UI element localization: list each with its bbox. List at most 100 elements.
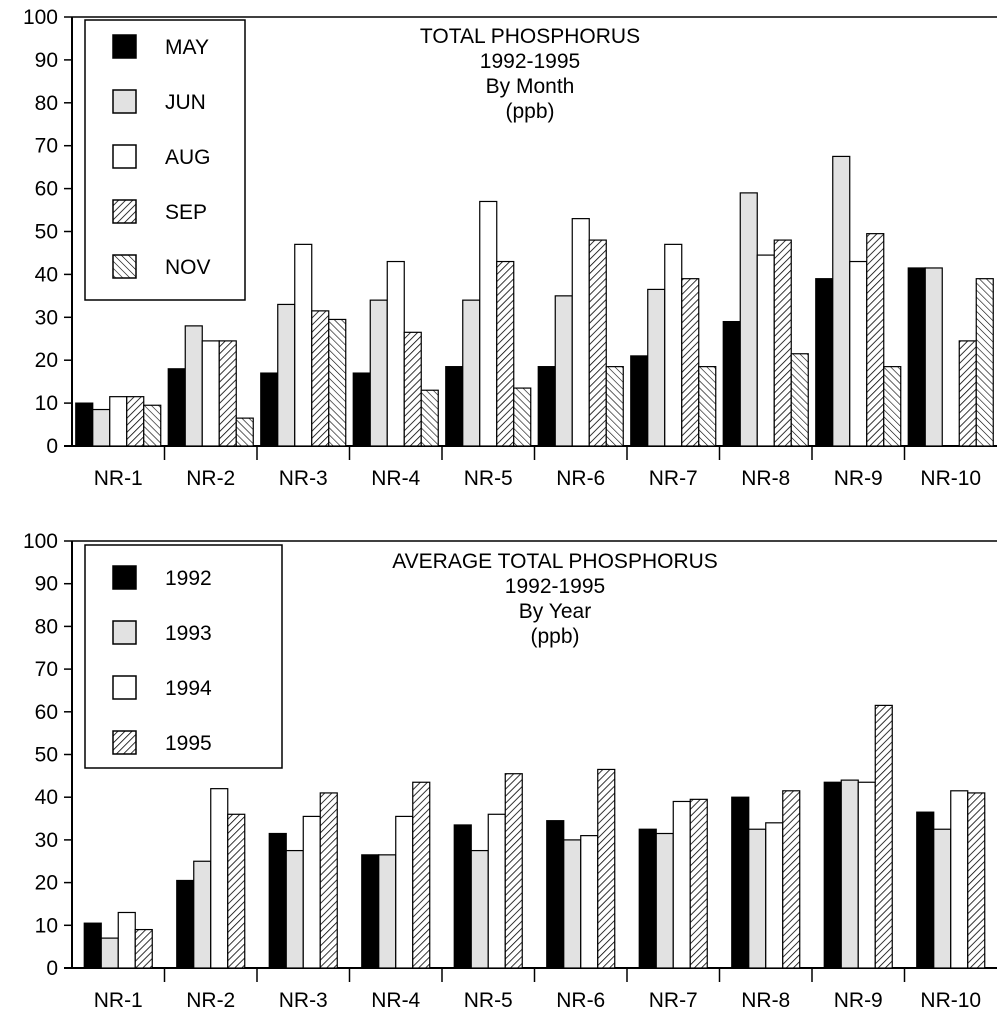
- y-tick-label: 20: [35, 349, 58, 372]
- bar-jun-nr-4: [369, 299, 388, 447]
- y-tick-label: 60: [35, 178, 58, 201]
- bar-nov-nr-10: [975, 278, 994, 447]
- bar-1992-nr-8: [731, 796, 750, 969]
- bar-1993-nr-9: [840, 779, 859, 969]
- bar-may-nr-5: [445, 366, 464, 447]
- bar-1994-nr-6: [580, 835, 599, 969]
- y-tick-label: 0: [46, 957, 58, 980]
- chart-subtitle: 1992-1995: [480, 50, 580, 73]
- bar-1994-nr-4: [395, 815, 414, 969]
- bar-aug-nr-4: [386, 260, 405, 447]
- bar-sep-nr-10: [958, 340, 977, 447]
- bar-1993-nr-1: [100, 937, 119, 969]
- chart-yearly: 0 10 20 30 40 50 60 70 80 90 100 NR-1 NR-2 NR-3 NR-4 NR…: [23, 530, 997, 1012]
- bar-1994-nr-1: [117, 911, 136, 969]
- legend-swatch: [112, 199, 137, 224]
- bar-may-nr-4: [352, 372, 371, 447]
- bar-jun-nr-5: [462, 299, 481, 447]
- bar-1993-nr-7: [655, 832, 674, 969]
- bar-aug-nr-5: [479, 200, 498, 447]
- x-tick-label: NR-1: [94, 989, 143, 1012]
- y-tick-label: 90: [35, 49, 58, 72]
- bar-1995-nr-4: [412, 781, 431, 969]
- x-tick-label: NR-3: [279, 989, 328, 1012]
- bar-may-nr-3: [260, 372, 279, 447]
- bar-nov-nr-5: [513, 387, 532, 447]
- legend-label: 1994: [165, 677, 212, 700]
- legend-swatch: [112, 34, 137, 59]
- x-tick-label: NR-5: [464, 989, 513, 1012]
- bar-nov-nr-7: [698, 366, 717, 447]
- bar-1995-nr-6: [597, 768, 616, 969]
- bar-sep-nr-5: [496, 260, 515, 447]
- y-tick-label: 10: [35, 914, 58, 937]
- y-tick-label: 40: [35, 786, 58, 809]
- bar-1995-nr-10: [967, 792, 986, 969]
- y-tick-label: 100: [23, 6, 58, 29]
- bar-1992-nr-9: [823, 781, 842, 969]
- bar-1992-nr-4: [361, 854, 380, 969]
- bar-1992-nr-2: [176, 879, 195, 969]
- bar-jun-nr-1: [92, 408, 111, 447]
- bar-1995-nr-8: [782, 790, 801, 969]
- chart-monthly: 0 10 20 30 40 50 60 70 80 90 100 NR-1 NR-2 NR-3 NR-4 NR…: [23, 6, 997, 490]
- y-tick-label: 60: [35, 701, 58, 724]
- bar-jun-nr-6: [554, 295, 573, 447]
- y-tick-label: 70: [35, 135, 58, 158]
- bar-1992-nr-5: [453, 824, 472, 969]
- bar-1992-nr-3: [268, 832, 287, 969]
- bar-nov-nr-6: [605, 366, 624, 447]
- bar-1992-nr-1: [83, 922, 102, 969]
- bar-1993-nr-4: [378, 854, 397, 969]
- bar-1994-nr-9: [857, 781, 876, 969]
- chart-title: TOTAL PHOSPHORUS: [420, 25, 640, 48]
- bar-1995-nr-1: [134, 928, 153, 969]
- bar-jun-nr-9: [832, 155, 851, 447]
- bar-1994-nr-5: [487, 813, 506, 969]
- x-tick-label: NR-4: [371, 467, 420, 490]
- x-tick-label: NR-5: [464, 467, 513, 490]
- x-tick-label: NR-7: [649, 467, 698, 490]
- bar-aug-nr-8: [756, 254, 775, 447]
- bar-1993-nr-3: [285, 849, 304, 969]
- x-tick-label: NR-6: [556, 467, 605, 490]
- chart-subtitle: (ppb): [530, 625, 579, 648]
- bar-1993-nr-6: [563, 839, 582, 969]
- bar-sep-nr-1: [126, 396, 145, 447]
- x-tick-label: NR-9: [834, 989, 883, 1012]
- y-tick-label: 10: [35, 392, 58, 415]
- chart-subtitle: 1992-1995: [505, 575, 605, 598]
- bar-1993-nr-8: [748, 828, 767, 969]
- bar-may-nr-6: [537, 366, 556, 447]
- bar-jun-nr-10: [924, 267, 943, 447]
- bar-aug-nr-6: [571, 218, 590, 447]
- bar-1993-nr-5: [470, 849, 489, 969]
- legend-swatch: [112, 730, 137, 755]
- bar-may-nr-10: [907, 267, 926, 447]
- y-tick-label: 70: [35, 658, 58, 681]
- legend-label: AUG: [165, 146, 211, 169]
- bar-sep-nr-8: [773, 239, 792, 447]
- legend-label: 1993: [165, 622, 212, 645]
- bar-nov-nr-8: [790, 353, 809, 447]
- legend-label: SEP: [165, 201, 207, 224]
- bar-1995-nr-2: [227, 813, 246, 969]
- bar-1995-nr-9: [874, 704, 893, 969]
- x-tick-label: NR-6: [556, 989, 605, 1012]
- bar-jun-nr-3: [277, 303, 296, 447]
- bar-1995-nr-7: [689, 798, 708, 969]
- bar-jun-nr-2: [184, 325, 203, 447]
- y-tick-label: 80: [35, 92, 58, 115]
- legend-label: 1995: [165, 732, 212, 755]
- legend-label: JUN: [165, 91, 206, 114]
- bar-nov-nr-2: [235, 417, 254, 447]
- x-tick-label: NR-4: [371, 989, 420, 1012]
- bar-aug-nr-9: [849, 260, 868, 447]
- bar-sep-nr-3: [311, 310, 330, 447]
- bar-aug-nr-2: [201, 340, 220, 447]
- legend-swatch: [112, 144, 137, 169]
- bar-1992-nr-6: [546, 820, 565, 969]
- legend-box: [84, 19, 246, 301]
- x-tick-label: NR-9: [834, 467, 883, 490]
